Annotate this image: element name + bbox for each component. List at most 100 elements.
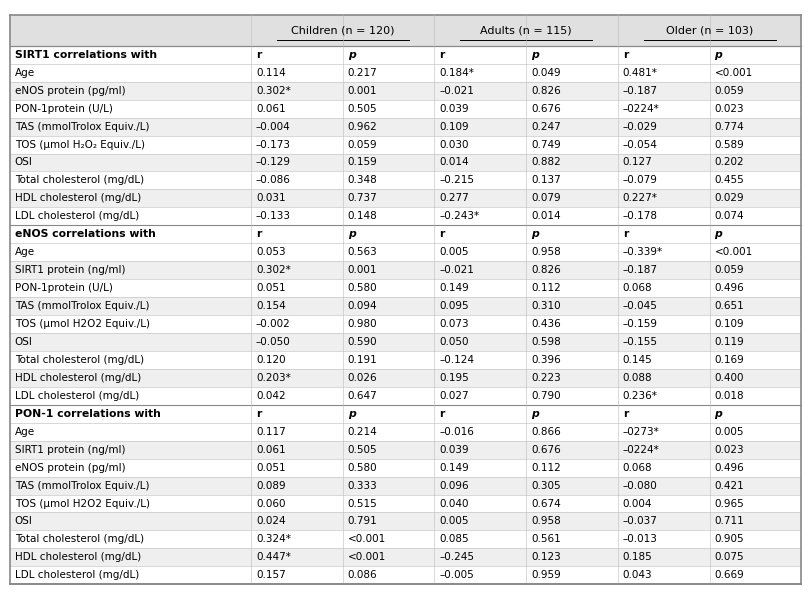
Bar <box>10 531 801 549</box>
Text: 0.184*: 0.184* <box>440 68 474 78</box>
Text: –0.037: –0.037 <box>623 516 658 527</box>
Text: eNOS correlations with: eNOS correlations with <box>15 229 156 239</box>
Bar <box>10 333 801 351</box>
Text: –0.159: –0.159 <box>623 319 658 329</box>
Text: eNOS protein (pg/ml): eNOS protein (pg/ml) <box>15 463 125 472</box>
Text: 0.324*: 0.324* <box>256 534 291 544</box>
Bar <box>10 459 801 477</box>
Text: 0.112: 0.112 <box>531 463 560 472</box>
Bar <box>10 118 801 136</box>
Text: 0.040: 0.040 <box>440 499 469 509</box>
Text: –0.187: –0.187 <box>623 265 658 275</box>
Text: 0.305: 0.305 <box>531 481 560 490</box>
Text: 0.958: 0.958 <box>531 516 560 527</box>
Text: 0.214: 0.214 <box>348 427 377 437</box>
Text: 0.145: 0.145 <box>623 355 653 365</box>
Text: 0.965: 0.965 <box>714 499 744 509</box>
Text: <0.001: <0.001 <box>714 248 753 257</box>
Text: –0.002: –0.002 <box>256 319 290 329</box>
Text: 0.095: 0.095 <box>440 301 469 311</box>
Text: 0.674: 0.674 <box>531 499 560 509</box>
Bar <box>10 82 801 100</box>
Text: 0.042: 0.042 <box>256 391 285 401</box>
Text: 0.051: 0.051 <box>256 283 285 293</box>
Text: 0.905: 0.905 <box>714 534 744 544</box>
Text: 0.651: 0.651 <box>714 301 744 311</box>
Text: –0.029: –0.029 <box>623 121 658 131</box>
Text: –0.124: –0.124 <box>440 355 474 365</box>
Text: –0.129: –0.129 <box>256 158 291 167</box>
Text: 0.481*: 0.481* <box>623 68 658 78</box>
Bar <box>10 477 801 494</box>
Text: 0.026: 0.026 <box>348 373 377 383</box>
Text: r: r <box>256 50 261 60</box>
Text: 0.050: 0.050 <box>440 337 469 347</box>
Text: 0.031: 0.031 <box>256 193 285 203</box>
Bar <box>10 387 801 405</box>
Text: p: p <box>531 409 539 419</box>
Text: 0.247: 0.247 <box>531 121 560 131</box>
Text: 0.563: 0.563 <box>348 248 377 257</box>
Text: p: p <box>714 229 722 239</box>
Text: 0.169: 0.169 <box>714 355 744 365</box>
Text: 0.348: 0.348 <box>348 176 377 186</box>
Text: 0.004: 0.004 <box>623 499 652 509</box>
Text: –0.215: –0.215 <box>440 176 474 186</box>
Text: Age: Age <box>15 427 35 437</box>
Bar <box>10 154 801 171</box>
Text: 0.191: 0.191 <box>348 355 377 365</box>
Text: <0.001: <0.001 <box>348 552 386 562</box>
Text: 0.068: 0.068 <box>623 283 652 293</box>
Text: 0.333: 0.333 <box>348 481 377 490</box>
Bar <box>10 15 801 46</box>
Text: 0.400: 0.400 <box>714 373 744 383</box>
Text: 0.958: 0.958 <box>531 248 560 257</box>
Text: 0.149: 0.149 <box>440 463 469 472</box>
Text: Total cholesterol (mg/dL): Total cholesterol (mg/dL) <box>15 176 144 186</box>
Text: r: r <box>623 50 628 60</box>
Text: Children (n = 120): Children (n = 120) <box>291 26 394 35</box>
Text: 0.127: 0.127 <box>623 158 653 167</box>
Text: 0.018: 0.018 <box>714 391 744 401</box>
Text: <0.001: <0.001 <box>348 534 386 544</box>
Text: LDL cholesterol (mg/dL): LDL cholesterol (mg/dL) <box>15 391 139 401</box>
Text: –0.086: –0.086 <box>256 176 291 186</box>
Text: HDL cholesterol (mg/dL): HDL cholesterol (mg/dL) <box>15 193 141 203</box>
Text: 0.826: 0.826 <box>531 86 560 96</box>
Text: 0.496: 0.496 <box>714 283 744 293</box>
Text: r: r <box>623 409 628 419</box>
Bar <box>10 100 801 118</box>
Text: 0.059: 0.059 <box>714 86 744 96</box>
Text: Adults (n = 115): Adults (n = 115) <box>480 26 572 35</box>
Text: 0.505: 0.505 <box>348 104 377 114</box>
Text: 0.669: 0.669 <box>714 571 744 580</box>
Text: 0.061: 0.061 <box>256 444 285 455</box>
Text: –0.005: –0.005 <box>440 571 474 580</box>
Text: 0.737: 0.737 <box>348 193 377 203</box>
Text: 0.079: 0.079 <box>531 193 560 203</box>
Text: TOS (μmol H₂O₂ Equiv./L): TOS (μmol H₂O₂ Equiv./L) <box>15 140 144 149</box>
Text: 0.061: 0.061 <box>256 104 285 114</box>
Text: 0.436: 0.436 <box>531 319 560 329</box>
Text: –0.054: –0.054 <box>623 140 658 149</box>
Text: 0.049: 0.049 <box>531 68 560 78</box>
Text: –0.021: –0.021 <box>440 265 474 275</box>
Text: PON-1 correlations with: PON-1 correlations with <box>15 409 161 419</box>
Text: SIRT1 correlations with: SIRT1 correlations with <box>15 50 157 60</box>
Text: 0.561: 0.561 <box>531 534 560 544</box>
Text: 0.590: 0.590 <box>348 337 377 347</box>
Text: 0.421: 0.421 <box>714 481 744 490</box>
Text: 0.866: 0.866 <box>531 427 560 437</box>
Text: 0.195: 0.195 <box>440 373 469 383</box>
Text: 0.505: 0.505 <box>348 444 377 455</box>
Bar <box>10 46 801 64</box>
Text: PON-1protein (U/L): PON-1protein (U/L) <box>15 104 113 114</box>
Bar <box>10 261 801 279</box>
Text: p: p <box>531 229 539 239</box>
Text: OSI: OSI <box>15 516 32 527</box>
Text: 0.073: 0.073 <box>440 319 469 329</box>
Text: 0.089: 0.089 <box>256 481 285 490</box>
Text: 0.120: 0.120 <box>256 355 285 365</box>
Text: HDL cholesterol (mg/dL): HDL cholesterol (mg/dL) <box>15 552 141 562</box>
Text: 0.962: 0.962 <box>348 121 377 131</box>
